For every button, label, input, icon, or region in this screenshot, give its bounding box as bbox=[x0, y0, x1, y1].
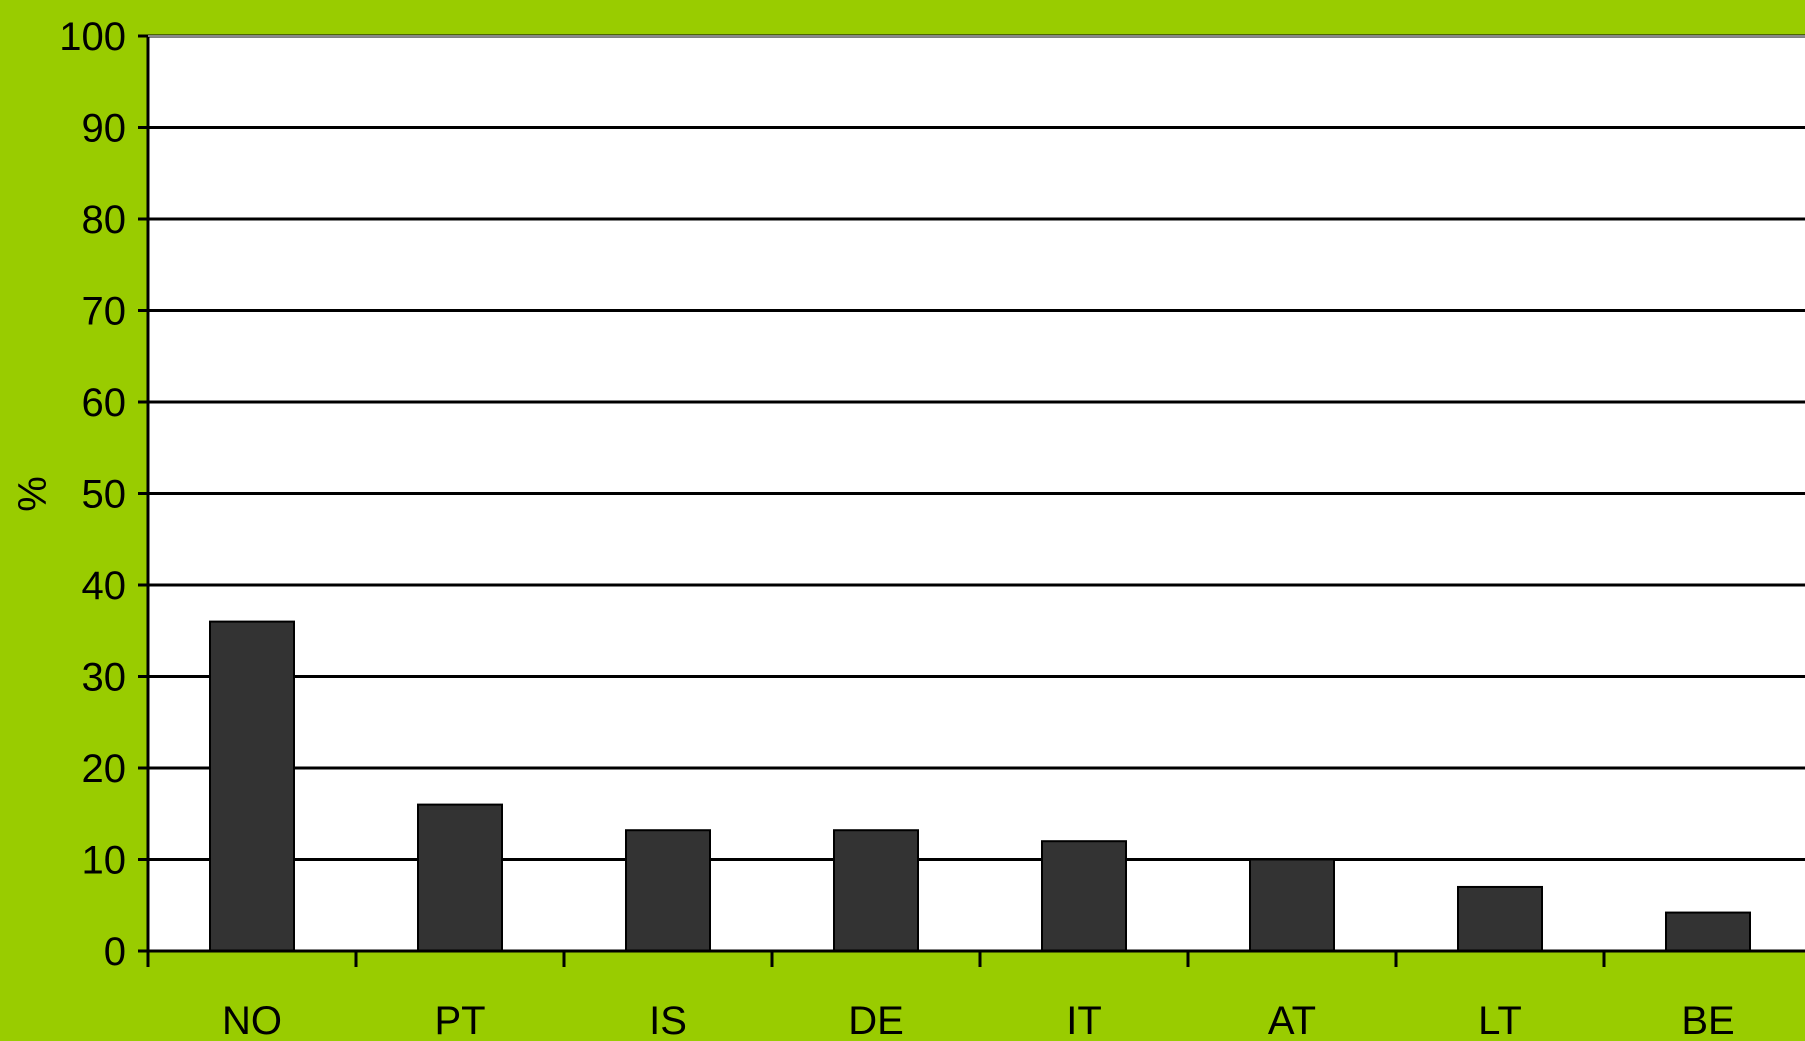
y-tick-label: 30 bbox=[82, 656, 127, 700]
y-tick-labels: 0 10 20 30 40 50 60 70 80 90 100 bbox=[59, 15, 126, 974]
x-tick-label: IT bbox=[1066, 999, 1102, 1041]
bar-lt bbox=[1457, 885, 1543, 953]
x-tick-label: AT bbox=[1268, 999, 1316, 1041]
y-tick-label: 50 bbox=[82, 473, 127, 517]
x-tick-labels: NO PT IS DE IT AT LT BE bbox=[222, 999, 1735, 1041]
bar-at bbox=[1249, 858, 1335, 952]
axes bbox=[138, 34, 1805, 967]
y-tick-label: 90 bbox=[82, 107, 127, 151]
y-tick-label: 20 bbox=[82, 747, 127, 791]
x-tick-label: DE bbox=[848, 999, 904, 1041]
x-tick-label: NO bbox=[222, 999, 282, 1041]
bar-pt bbox=[417, 803, 503, 952]
y-tick-label: 80 bbox=[82, 198, 127, 242]
y-tick-label: 10 bbox=[82, 839, 127, 883]
y-tick-label: 70 bbox=[82, 290, 127, 334]
x-tick-label: LT bbox=[1478, 999, 1522, 1041]
y-tick-label: 40 bbox=[82, 564, 127, 608]
bar-be bbox=[1665, 911, 1751, 953]
bars bbox=[209, 620, 1751, 953]
y-tick-label: 60 bbox=[82, 381, 127, 425]
bar-it bbox=[1041, 840, 1127, 953]
bar-de bbox=[833, 829, 919, 952]
y-axis-title: % bbox=[11, 476, 55, 512]
x-tick-label: PT bbox=[434, 999, 485, 1041]
x-tick-label: BE bbox=[1681, 999, 1734, 1041]
y-tick-label: 100 bbox=[59, 15, 126, 59]
x-tick-label: IS bbox=[649, 999, 687, 1041]
bar-no bbox=[209, 620, 295, 952]
y-tick-label: 0 bbox=[104, 930, 126, 974]
bar-is bbox=[625, 829, 711, 952]
